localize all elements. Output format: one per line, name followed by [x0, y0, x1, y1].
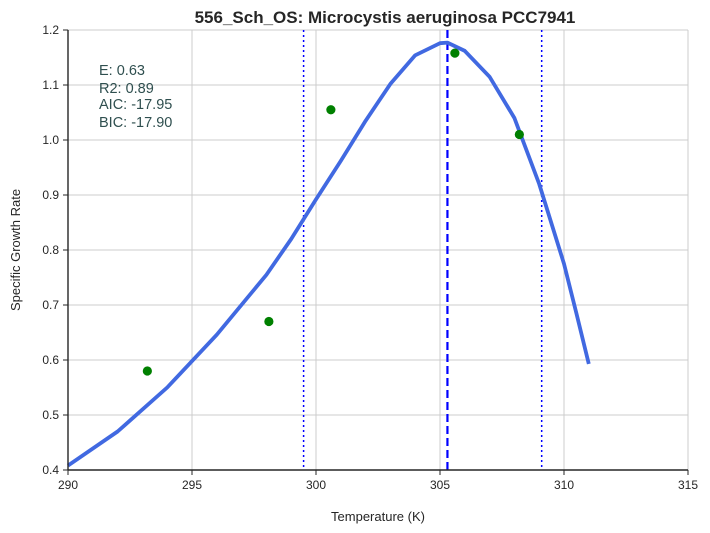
x-tick-label: 290: [58, 478, 78, 492]
y-tick-label: 1.0: [42, 133, 59, 147]
data-point: [142, 366, 152, 376]
y-tick-label: 1.1: [42, 78, 59, 92]
chart-title: 556_Sch_OS: Microcystis aeruginosa PCC79…: [195, 8, 576, 27]
stat-r2: R2: 0.89: [99, 81, 154, 97]
data-point: [326, 105, 336, 115]
axes: [63, 29, 689, 475]
fitted-curve: [66, 40, 591, 468]
x-tick-label: 300: [306, 478, 326, 492]
grid: [67, 29, 689, 471]
x-tick-label: 305: [430, 478, 450, 492]
fitted-curve-layer: [66, 40, 591, 468]
stat-e: E: 0.63: [99, 63, 145, 79]
x-tick-label: 295: [182, 478, 202, 492]
reference-lines: [302, 30, 543, 470]
y-tick-labels: 0.4 0.5 0.6 0.7 0.8 0.9 1.0 1.1 1.2: [42, 23, 59, 477]
x-tick-label: 315: [678, 478, 698, 492]
y-tick-label: 1.2: [42, 23, 59, 37]
y-tick-label: 0.4: [42, 463, 59, 477]
x-tick-labels: 290 295 300 305 310 315: [58, 478, 698, 492]
y-axis-label: Specific Growth Rate: [8, 189, 23, 311]
y-tick-label: 0.7: [42, 298, 59, 312]
stat-aic: AIC: -17.95: [99, 97, 172, 113]
data-point: [514, 129, 524, 140]
y-tick-label: 0.6: [42, 353, 59, 367]
data-point: [450, 48, 460, 58]
y-tick-label: 0.8: [42, 243, 59, 257]
data-points: [142, 48, 524, 376]
x-tick-label: 310: [554, 478, 574, 492]
x-axis-label: Temperature (K): [331, 509, 425, 524]
y-tick-label: 0.9: [42, 188, 59, 202]
y-tick-label: 0.5: [42, 408, 59, 422]
fit-statistics: E: 0.63 R2: 0.89 AIC: -17.95 BIC: -17.90: [99, 63, 172, 131]
stat-bic: BIC: -17.90: [99, 115, 172, 131]
data-point: [264, 316, 274, 327]
